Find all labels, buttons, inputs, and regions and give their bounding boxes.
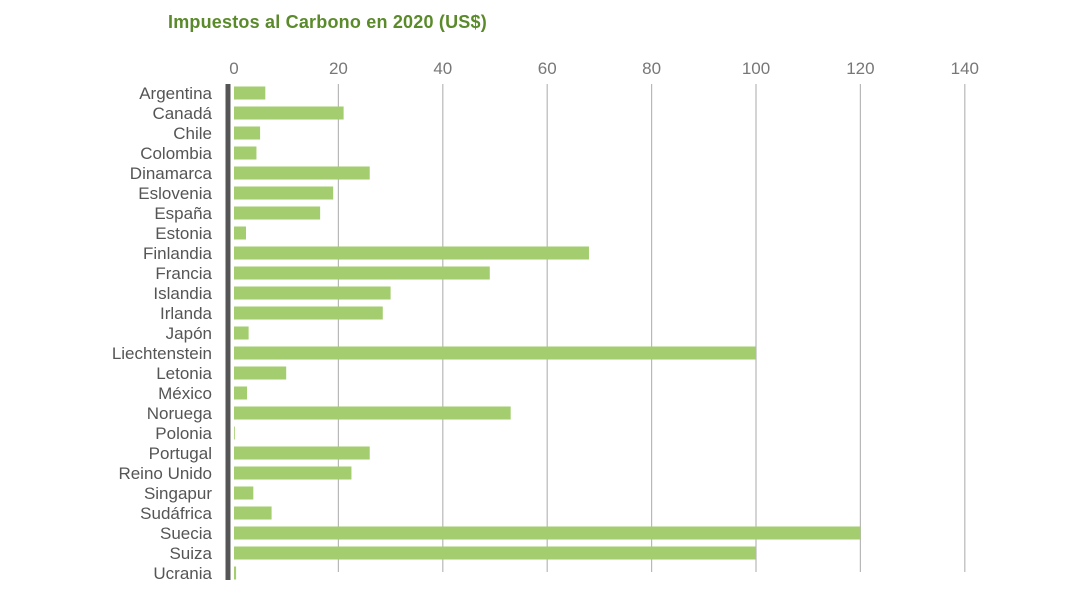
bar-finlandia [234,246,589,260]
category-label: Chile [173,124,212,143]
category-label: Polonia [155,424,212,443]
labels: 0 20 40 60 80 100 120 140 ArgentinaCanadáChileCo… [112,59,979,583]
category-label: Dinamarca [130,164,213,183]
category-label: Reino Unido [118,464,212,483]
bar-españa [234,206,321,220]
x-tick-label: 140 [951,59,979,78]
bars [234,86,861,580]
bar-ucrania [234,566,237,580]
bar-argentina [234,86,266,100]
bar-estonia [234,226,247,240]
category-label: Singapur [144,484,212,503]
bar-chile [234,126,261,140]
bar-francia [234,266,490,280]
category-label: Suecia [160,524,213,543]
category-label: Colombia [140,144,212,163]
category-label: Argentina [139,84,212,103]
category-label: Noruega [147,404,213,423]
bar-singapur [234,486,254,500]
bar-colombia [234,146,257,160]
bar-letonia [234,366,287,380]
bar-liechtenstein [234,346,756,360]
bar-méxico [234,386,248,400]
bar-eslovenia [234,186,334,200]
bar-reino-unido [234,466,352,480]
bar-suiza [234,546,756,560]
bar-suecia [234,526,861,540]
bar-dinamarca [234,166,370,180]
gridlines [337,84,966,572]
x-tick-label: 40 [433,59,452,78]
category-label: Eslovenia [138,184,212,203]
category-label: España [154,204,212,223]
category-label: Finlandia [143,244,213,263]
x-tick-label: 80 [642,59,661,78]
bar-islandia [234,286,391,300]
category-label: México [158,384,212,403]
category-label: Liechtenstein [112,344,212,363]
category-label: Sudáfrica [140,504,212,523]
bar-polonia [234,426,235,440]
x-tick-label: 60 [538,59,557,78]
x-tick-label: 20 [329,59,348,78]
category-label: Estonia [155,224,212,243]
category-label: Portugal [149,444,212,463]
category-label: Irlanda [160,304,213,323]
category-label: Letonia [156,364,212,383]
chart-title: Impuestos al Carbono en 2020 (US$) [168,12,487,32]
category-label: Islandia [153,284,212,303]
x-tick-label: 0 [229,59,238,78]
bar-portugal [234,446,370,460]
category-label: Suiza [169,544,212,563]
bar-sudáfrica [234,506,272,520]
bar-irlanda [234,306,383,320]
category-label: Canadá [152,104,212,123]
bar-noruega [234,406,511,420]
category-label: Japón [166,324,212,343]
x-tick-label: 100 [742,59,770,78]
category-label: Ucrania [153,564,212,583]
x-tick-label: 120 [846,59,874,78]
bar-japón [234,326,249,340]
bar-canadá [234,106,344,120]
category-label: Francia [155,264,212,283]
